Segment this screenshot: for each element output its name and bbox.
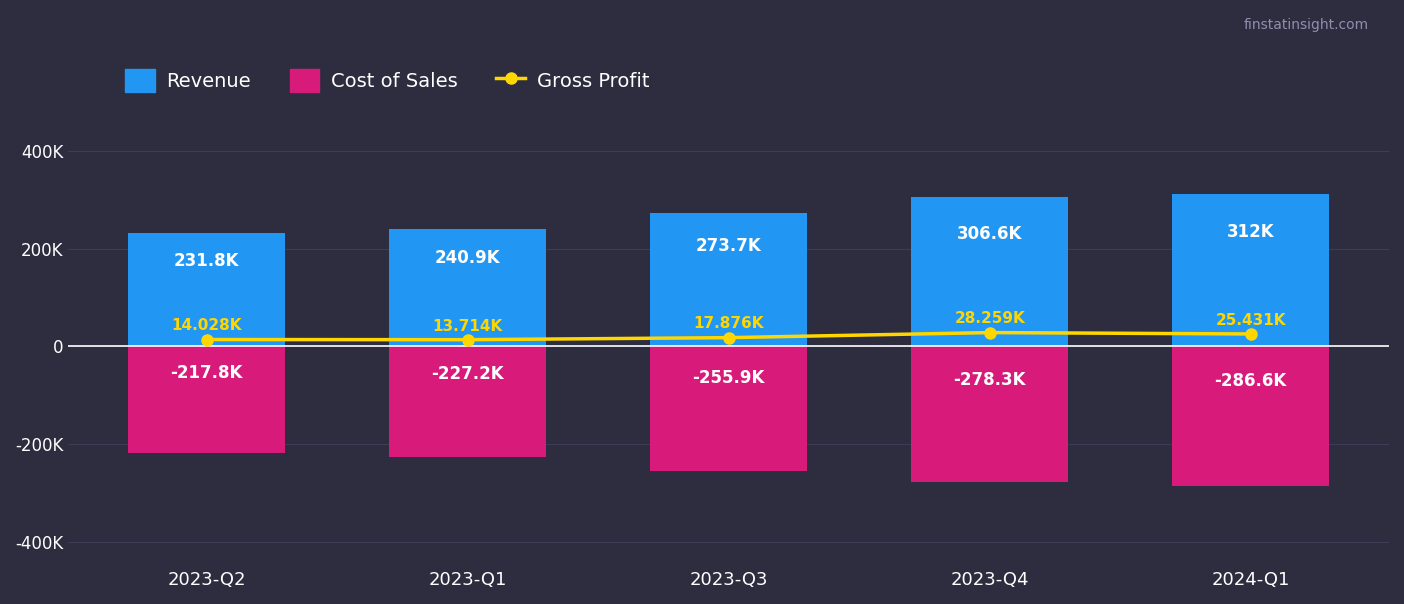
- Bar: [389, 229, 546, 346]
- Bar: [1172, 346, 1330, 486]
- Text: -278.3K: -278.3K: [953, 371, 1026, 390]
- Text: 240.9K: 240.9K: [435, 249, 500, 267]
- Text: 273.7K: 273.7K: [696, 237, 761, 255]
- Text: 25.431K: 25.431K: [1216, 313, 1286, 328]
- Bar: [128, 233, 285, 346]
- Text: -255.9K: -255.9K: [692, 368, 765, 387]
- Legend: Revenue, Cost of Sales, Gross Profit: Revenue, Cost of Sales, Gross Profit: [118, 62, 657, 100]
- Text: 13.714K: 13.714K: [432, 318, 503, 333]
- Bar: [650, 213, 807, 346]
- Bar: [650, 346, 807, 471]
- Text: 28.259K: 28.259K: [955, 312, 1025, 326]
- Text: -227.2K: -227.2K: [431, 365, 504, 383]
- Text: -286.6K: -286.6K: [1214, 373, 1287, 390]
- Text: 14.028K: 14.028K: [171, 318, 241, 333]
- Text: 312K: 312K: [1227, 223, 1275, 241]
- Bar: [911, 346, 1068, 482]
- Bar: [911, 197, 1068, 346]
- Text: 306.6K: 306.6K: [958, 225, 1022, 243]
- Text: 17.876K: 17.876K: [694, 316, 764, 332]
- Text: -217.8K: -217.8K: [170, 364, 243, 382]
- Bar: [1172, 194, 1330, 346]
- Text: 231.8K: 231.8K: [174, 252, 239, 271]
- Bar: [128, 346, 285, 453]
- Bar: [389, 346, 546, 457]
- Text: finstatinsight.com: finstatinsight.com: [1244, 18, 1369, 32]
